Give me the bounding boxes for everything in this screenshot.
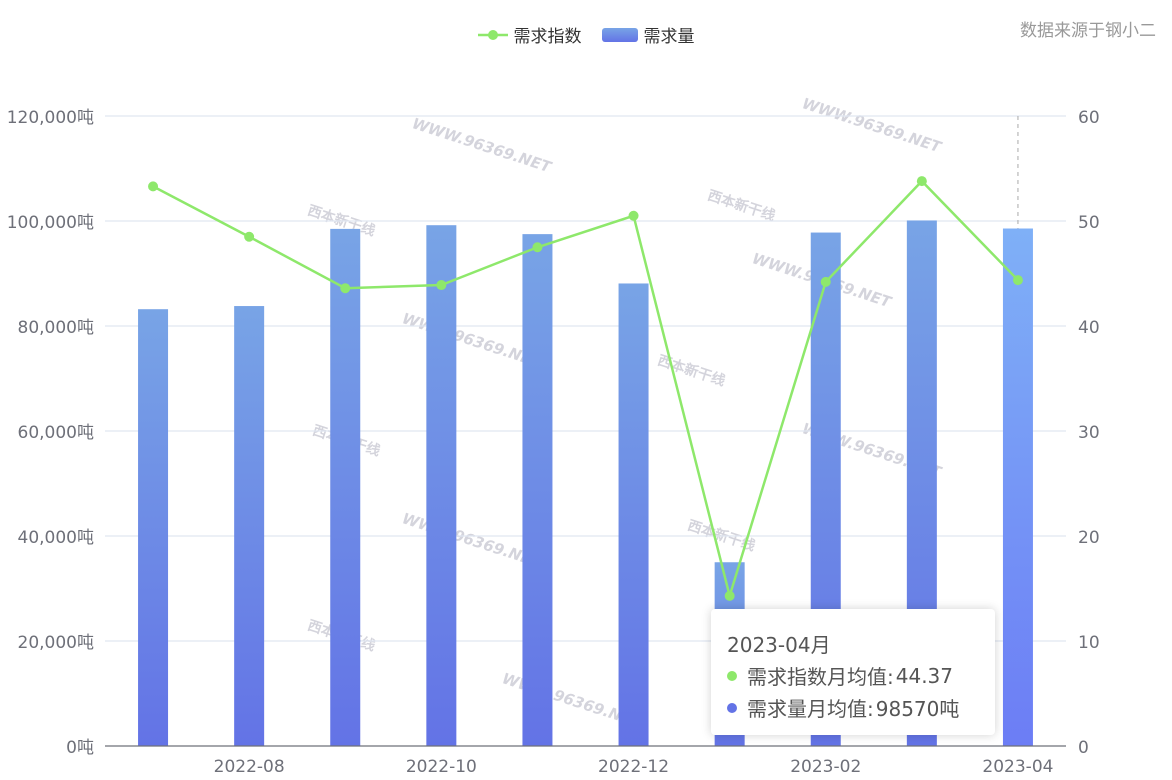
x-tick-label: 2022-12 — [598, 757, 669, 776]
index-point — [436, 280, 447, 291]
x-tick-label: 2023-02 — [790, 757, 861, 776]
tooltip-dot-blue-icon — [727, 702, 737, 713]
y-right-tick-label: 0 — [1078, 738, 1089, 758]
x-tick-label: 2022-10 — [406, 757, 477, 776]
y-right-tick-label: 10 — [1078, 633, 1100, 653]
tooltip-title: 2023-04月 — [727, 633, 831, 657]
y-left-tick-label: 60,000吨 — [18, 423, 94, 443]
legend-bar-label: 需求量 — [643, 27, 695, 47]
tooltip-row1-name: 需求指数月均值: — [747, 665, 894, 689]
legend-line-icon — [477, 29, 508, 40]
y-right-tick-label: 30 — [1078, 423, 1100, 443]
watermark-brand: 西本新干线 — [655, 352, 727, 390]
legend-bar-icon — [601, 27, 638, 42]
x-tick-label: 2023-04 — [982, 757, 1053, 776]
watermark-brand: 西本新干线 — [705, 187, 777, 225]
index-point — [628, 210, 639, 221]
y-right-tick-label: 40 — [1078, 318, 1100, 338]
index-point — [148, 181, 159, 192]
tooltip-row-index: 需求指数月均值: 44.37 — [727, 661, 953, 690]
data-source-note: 数据来源于钢小二 — [1020, 21, 1156, 41]
axis-layer: 0吨 0 20,000吨 10 40,000吨 20 60,000吨 30 80,000吨 40 1… — [7, 108, 1100, 777]
index-point — [820, 276, 831, 287]
y-left-tick-label: 0吨 — [66, 738, 94, 758]
watermark-url: WWW.96369.NET — [800, 94, 945, 156]
legend-item-bar[interactable]: 需求量 — [601, 22, 695, 47]
bar — [234, 306, 265, 746]
y-left-tick-label: 100,000吨 — [7, 213, 94, 233]
y-right-tick-label: 50 — [1078, 213, 1100, 233]
y-right-tick-label: 60 — [1078, 108, 1100, 128]
y-left-tick-label: 120,000吨 — [7, 108, 94, 128]
index-point — [916, 176, 927, 187]
bar — [330, 228, 361, 746]
y-left-tick-label: 40,000吨 — [18, 528, 94, 548]
index-line — [152, 179, 1019, 601]
y-left-tick-label: 20,000吨 — [18, 633, 94, 653]
index-point — [724, 590, 735, 601]
index-point — [244, 231, 255, 242]
x-tick-label: 2022-08 — [214, 757, 285, 776]
y-right-tick-label: 20 — [1078, 528, 1100, 548]
legend-line-label: 需求指数 — [513, 27, 582, 47]
bar — [1002, 228, 1033, 746]
tooltip-row-volume: 需求量月均值: 98570吨 — [727, 693, 959, 722]
legend-item-line[interactable]: 需求指数 — [477, 22, 582, 47]
y-left-tick-label: 80,000吨 — [18, 318, 94, 338]
tooltip-row1-value: 44.37 — [895, 663, 954, 688]
bar — [426, 225, 457, 746]
tooltip-dot-green-icon — [727, 670, 737, 681]
index-point — [532, 242, 543, 253]
bar — [618, 283, 649, 746]
watermark-url: WWW.96369.NET — [410, 114, 555, 176]
legend: 需求指数 需求量 — [0, 22, 1172, 47]
tooltip-row2-name: 需求量月均值: — [747, 697, 874, 721]
index-point — [1012, 275, 1023, 286]
grid-layer — [105, 115, 1066, 746]
bar — [138, 309, 169, 746]
tooltip: 2023-04月 需求指数月均值: 44.37 需求量月均值: 98570吨 — [711, 609, 995, 735]
index-point — [340, 283, 351, 294]
bar — [522, 234, 553, 746]
tooltip-row2-value: 98570吨 — [875, 697, 960, 721]
line-layer — [148, 176, 1023, 601]
